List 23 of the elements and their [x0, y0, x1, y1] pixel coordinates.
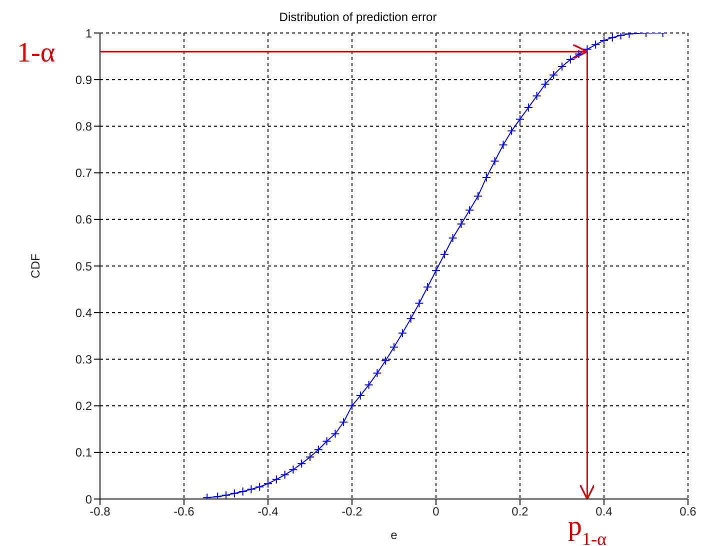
- y-tick-label: 0.6: [75, 212, 92, 227]
- y-tick-label: 0.7: [75, 166, 92, 180]
- y-tick-label: 0.8: [75, 119, 92, 134]
- y-tick-label: 0: [85, 492, 92, 506]
- ref-line-label: 1-α: [17, 38, 56, 69]
- x-tick-label: -0.2: [342, 504, 363, 519]
- x-tick-label: 0.2: [512, 504, 529, 519]
- y-tick-label: 0.1: [75, 446, 92, 460]
- x-tick-label: -0.8: [90, 504, 111, 519]
- y-tick-label: 0.3: [75, 352, 92, 366]
- x-tick-label: 0: [432, 504, 440, 519]
- y-tick-label: 0.4: [75, 306, 92, 320]
- x-tick-label: -0.6: [174, 504, 195, 519]
- chart-title: Distribution of prediction error: [278, 10, 438, 24]
- y-tick-label: 0.9: [75, 72, 92, 87]
- y-axis-title: CDF: [28, 254, 42, 278]
- y-tick-label: 0.2: [75, 399, 92, 414]
- x-tick-label: 0.6: [680, 504, 697, 519]
- y-tick-label: 1: [85, 26, 92, 40]
- x-tick-label: 0.4: [596, 504, 613, 519]
- y-tick-label: 0.5: [75, 259, 92, 274]
- x-tick-label: -0.4: [258, 504, 279, 519]
- x-axis-title: e: [390, 528, 398, 542]
